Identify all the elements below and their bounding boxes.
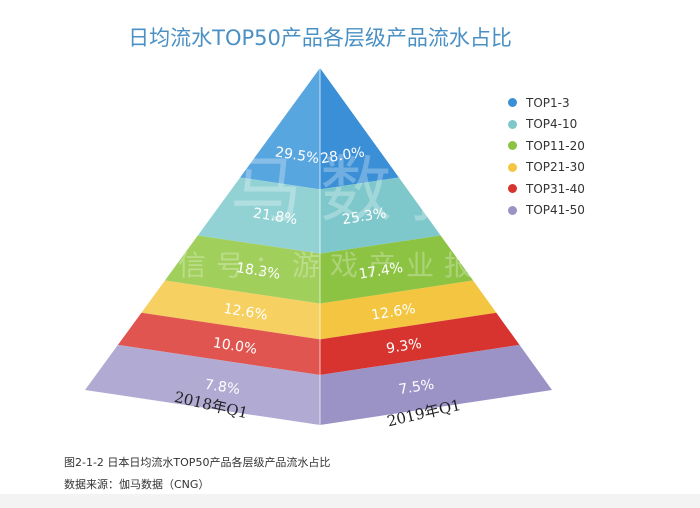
legend-label: TOP1-3 <box>526 95 570 110</box>
pyramid-layer-2018-TOP21-30 <box>141 280 320 340</box>
legend-dot-icon <box>508 162 517 172</box>
legend-item: TOP41-50 <box>508 200 585 222</box>
legend-dot-icon <box>508 119 517 129</box>
pyramid-layer-2018-TOP4-10 <box>197 177 320 254</box>
legend-item: TOP31-40 <box>508 178 585 200</box>
pyramid-layer-2018-TOP41-50 <box>85 344 320 425</box>
legend-label: TOP11-20 <box>526 138 585 153</box>
data-label: 7.8% <box>203 377 241 398</box>
legend-dot-icon <box>508 141 517 151</box>
legend-label: TOP41-50 <box>526 203 585 218</box>
pyramid-layer-2019-TOP31-40 <box>320 312 520 376</box>
watermark-main: 伽马数据 <box>140 148 500 232</box>
data-label: 21.8% <box>252 205 298 228</box>
watermark-sub: 微信号：游戏产业报告 <box>140 249 520 282</box>
data-label: 29.5% <box>274 144 320 167</box>
pyramid-layer-2018-TOP31-40 <box>117 312 321 376</box>
legend-item: TOP4-10 <box>508 114 585 136</box>
legend-item: TOP1-3 <box>508 92 585 114</box>
data-label: 10.0% <box>212 335 258 358</box>
chart-title: 日均流水TOP50产品各层级产品流水占比 <box>128 26 512 50</box>
data-label: 25.3% <box>341 205 387 228</box>
pyramid-layer-2019-TOP1-3 <box>320 68 399 190</box>
bottom-bar <box>0 494 700 508</box>
data-label: 12.6% <box>222 301 268 324</box>
legend-label: TOP4-10 <box>526 117 578 132</box>
pyramid-layer-2019-TOP4-10 <box>320 177 441 254</box>
pyramid-layer-2018-TOP1-3 <box>240 68 320 190</box>
legend: TOP1-3 TOP4-10 TOP11-20 TOP21-30 TOP31-40 TOP… <box>508 92 585 221</box>
legend-label: TOP21-30 <box>526 160 585 175</box>
pyramid-layer-2019-TOP21-30 <box>320 280 497 340</box>
legend-dot-icon <box>508 98 517 108</box>
pyramid-layer-2019-TOP41-50 <box>320 344 552 425</box>
data-label: 7.5% <box>398 377 436 398</box>
legend-item: TOP11-20 <box>508 135 585 157</box>
figure-caption: 图2-1-2 日本日均流水TOP50产品各层级产品流水占比 <box>64 456 331 469</box>
legend-item: TOP21-30 <box>508 157 585 179</box>
data-label: 18.3% <box>235 260 281 283</box>
data-label: 9.3% <box>385 336 423 357</box>
pyramid-layer-2018-TOP11-20 <box>164 235 320 304</box>
source-caption: 数据来源：伽马数据（CNG） <box>64 478 210 491</box>
legend-dot-icon <box>508 184 517 194</box>
legend-label: TOP31-40 <box>526 181 585 196</box>
pyramid-layer-2019-TOP11-20 <box>320 235 474 304</box>
data-label: 12.6% <box>370 301 416 324</box>
data-label: 17.4% <box>358 260 404 283</box>
legend-dot-icon <box>508 205 517 215</box>
data-label: 28.0% <box>319 144 365 167</box>
